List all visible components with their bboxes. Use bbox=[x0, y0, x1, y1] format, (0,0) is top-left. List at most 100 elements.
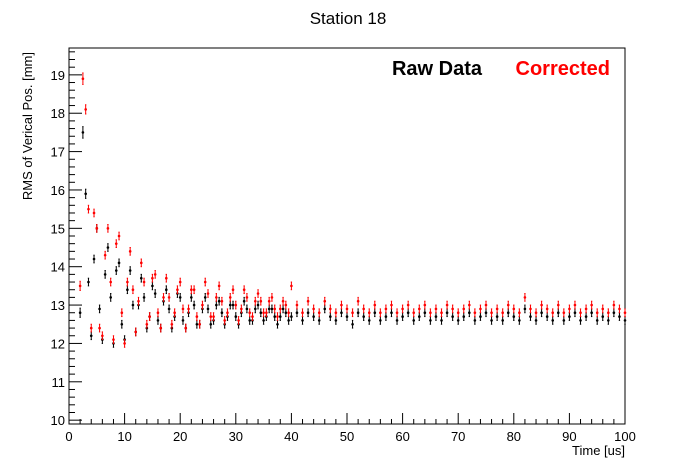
data-point bbox=[220, 296, 224, 306]
data-point bbox=[484, 300, 488, 310]
y-tick-label: 10 bbox=[51, 413, 65, 428]
data-point bbox=[165, 285, 168, 295]
data-marker bbox=[384, 307, 388, 311]
data-point bbox=[281, 296, 285, 306]
data-point bbox=[267, 296, 271, 306]
data-marker bbox=[159, 326, 163, 330]
data-marker bbox=[556, 311, 560, 315]
data-point bbox=[226, 308, 229, 318]
data-marker bbox=[340, 303, 343, 307]
data-marker bbox=[162, 296, 165, 299]
data-marker bbox=[462, 307, 466, 311]
data-point bbox=[156, 308, 160, 318]
data-marker bbox=[312, 315, 315, 318]
data-marker bbox=[345, 307, 349, 311]
data-marker bbox=[529, 315, 532, 318]
data-marker bbox=[256, 303, 260, 307]
data-point bbox=[262, 308, 265, 318]
data-marker bbox=[98, 326, 101, 330]
data-point bbox=[78, 307, 82, 318]
data-marker bbox=[184, 326, 188, 330]
data-marker bbox=[195, 322, 199, 326]
data-marker bbox=[595, 319, 599, 322]
data-point bbox=[217, 296, 221, 306]
data-marker bbox=[479, 315, 482, 318]
data-point bbox=[329, 312, 332, 321]
data-point bbox=[273, 304, 277, 314]
data-point bbox=[109, 277, 112, 287]
data-marker bbox=[612, 311, 616, 315]
data-point bbox=[134, 327, 138, 337]
data-marker bbox=[334, 319, 338, 322]
data-point bbox=[178, 293, 182, 302]
data-marker bbox=[134, 330, 138, 334]
data-marker bbox=[173, 311, 176, 315]
data-point bbox=[265, 308, 268, 318]
data-point bbox=[81, 126, 85, 139]
data-marker bbox=[529, 307, 532, 311]
data-point bbox=[306, 308, 310, 318]
data-point bbox=[131, 285, 135, 295]
data-point bbox=[109, 293, 112, 302]
data-marker bbox=[84, 192, 87, 196]
data-marker bbox=[451, 307, 454, 311]
data-marker bbox=[367, 319, 371, 322]
y-tick-label: 17 bbox=[51, 145, 65, 160]
data-marker bbox=[281, 299, 285, 303]
data-point bbox=[114, 239, 118, 249]
data-point bbox=[287, 308, 290, 318]
data-marker bbox=[201, 303, 204, 307]
data-point bbox=[434, 304, 438, 314]
data-marker bbox=[253, 299, 257, 303]
data-marker bbox=[278, 315, 282, 318]
data-marker bbox=[534, 311, 538, 315]
data-marker bbox=[165, 276, 168, 280]
data-point bbox=[306, 296, 310, 306]
data-point bbox=[256, 300, 260, 310]
data-marker bbox=[126, 280, 129, 284]
data-marker bbox=[562, 311, 566, 315]
data-point bbox=[362, 304, 365, 314]
data-point bbox=[595, 308, 599, 318]
data-marker bbox=[223, 319, 226, 322]
data-marker bbox=[340, 311, 343, 315]
data-marker bbox=[259, 299, 263, 303]
data-marker bbox=[290, 284, 293, 288]
data-marker bbox=[256, 292, 260, 295]
data-point bbox=[406, 300, 410, 310]
data-point bbox=[601, 312, 605, 321]
data-marker bbox=[551, 311, 555, 315]
y-tick-label: 16 bbox=[51, 183, 65, 198]
data-point bbox=[112, 335, 115, 344]
x-tick-label: 20 bbox=[173, 429, 187, 444]
data-marker bbox=[106, 227, 110, 230]
data-marker bbox=[245, 296, 249, 299]
data-point bbox=[276, 312, 279, 321]
data-marker bbox=[226, 311, 229, 315]
data-point bbox=[540, 300, 543, 310]
y-tick-label: 19 bbox=[51, 68, 65, 83]
data-marker bbox=[190, 288, 193, 292]
data-marker bbox=[128, 250, 132, 253]
data-point bbox=[98, 304, 101, 314]
data-point bbox=[148, 312, 151, 321]
data-marker bbox=[395, 319, 399, 322]
data-point bbox=[390, 300, 393, 310]
y-tick-label: 12 bbox=[51, 336, 65, 351]
data-marker bbox=[495, 315, 499, 318]
data-marker bbox=[176, 288, 179, 292]
data-marker bbox=[367, 311, 371, 315]
data-point bbox=[220, 308, 224, 318]
data-point bbox=[451, 304, 454, 314]
legend-label-raw-data: Raw Data bbox=[392, 58, 483, 80]
data-point bbox=[195, 312, 199, 321]
data-point bbox=[251, 312, 254, 321]
data-point bbox=[242, 285, 246, 295]
data-marker bbox=[103, 273, 107, 276]
data-marker bbox=[451, 315, 454, 318]
data-point bbox=[340, 300, 343, 310]
data-point bbox=[412, 308, 416, 318]
data-point bbox=[128, 247, 132, 256]
data-point bbox=[95, 223, 99, 233]
data-marker bbox=[178, 296, 182, 299]
